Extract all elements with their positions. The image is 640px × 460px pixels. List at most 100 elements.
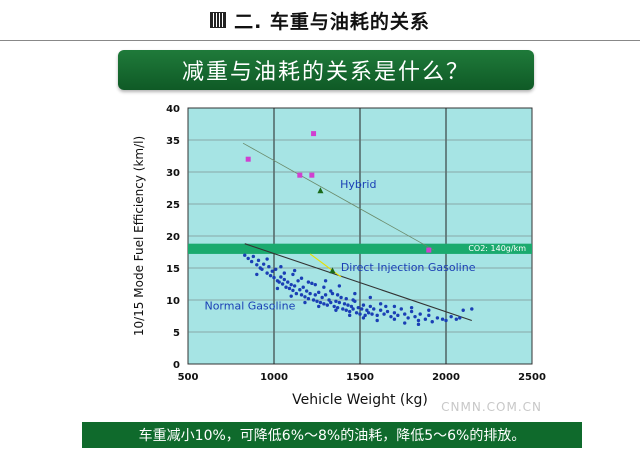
normal-gasoline-point — [275, 286, 280, 291]
normal-gasoline-point — [403, 321, 407, 325]
normal-gasoline-point — [286, 280, 290, 284]
x-tick-labels: 500 1000 1500 2000 2500 — [178, 372, 546, 383]
normal-gasoline-point — [392, 317, 397, 321]
normal-gasoline-point — [339, 295, 343, 300]
normal-gasoline-point — [261, 262, 266, 266]
normal-gasoline-point — [315, 299, 319, 303]
normal-gasoline-point — [389, 314, 393, 319]
normal-gasoline-point — [461, 308, 465, 312]
normal-gasoline-point — [361, 316, 366, 320]
normal-gasoline-point — [311, 298, 316, 302]
normal-gasoline-point — [361, 303, 366, 307]
hybrid-trend — [242, 142, 435, 251]
normal-gasoline-point — [308, 291, 312, 296]
normal-gasoline-point — [347, 313, 352, 318]
normal-gasoline-point — [409, 305, 414, 310]
caption-bar: 车重减小10%，可降低6%～8%的油耗，降低5～6%的排放。 — [82, 422, 582, 448]
normal-gasoline-point — [265, 271, 269, 275]
normal-gasoline-point — [337, 284, 342, 288]
normal-gasoline-point — [349, 304, 354, 309]
normal-gasoline-point — [337, 300, 342, 305]
normal-gasoline-point — [313, 293, 317, 297]
normal-gasoline-point — [360, 307, 364, 311]
normal-gasoline-point — [317, 304, 321, 309]
normal-gasoline-point — [282, 277, 287, 282]
normal-gasoline-point — [346, 303, 350, 307]
normal-gasoline-point — [270, 269, 274, 273]
x-axis-label: Vehicle Weight (kg) — [292, 392, 428, 408]
y-tick-label: 35 — [166, 136, 180, 147]
annotation-label: Direct Injection Gasoline — [341, 261, 476, 274]
normal-gasoline-point — [303, 300, 307, 305]
normal-gasoline-point — [423, 317, 428, 321]
x-tick-label: 2000 — [432, 372, 460, 383]
normal-gasoline-point — [272, 275, 276, 280]
y-tick-label: 15 — [166, 264, 180, 275]
normal-gasoline-point — [368, 295, 373, 300]
normal-gasoline-point — [335, 305, 340, 310]
normal-gasoline-point — [366, 311, 371, 315]
normal-gasoline-point — [274, 267, 278, 271]
site-watermark: CNMN.COM.CN — [441, 400, 542, 414]
normal-gasoline-point — [246, 256, 250, 261]
normal-gasoline-point — [294, 291, 299, 296]
normal-gasoline-point — [409, 309, 414, 314]
triangle-point — [329, 267, 336, 274]
normal-gasoline-point — [444, 318, 448, 323]
normal-gasoline-point — [382, 312, 386, 316]
y-axis-label: 10/15 Mode Fuel Efficiency (km/l) — [132, 136, 146, 336]
annotations: Hybrid Direct Injection Gasoline Normal Ga… — [204, 178, 475, 313]
normal-gasoline-point — [430, 320, 434, 324]
normal-gasoline-point — [313, 282, 317, 287]
normal-gasoline-point — [323, 293, 328, 297]
normal-gasoline-point — [292, 268, 297, 273]
x-tick-label: 2500 — [518, 372, 546, 383]
normal-gasoline-point — [329, 289, 333, 293]
normal-gasoline-point — [351, 307, 355, 311]
normal-gasoline-point — [329, 300, 333, 305]
normal-gasoline-point — [375, 313, 379, 318]
normal-gasoline-point — [384, 304, 388, 309]
y-tick-label: 20 — [166, 232, 180, 243]
normal-gasoline-point — [279, 265, 283, 269]
normal-gasoline-point — [358, 312, 362, 316]
normal-gasoline-point — [291, 272, 295, 277]
normal-gasoline-point — [255, 272, 259, 277]
normal-gasoline-point — [287, 286, 292, 291]
normal-gasoline-point — [255, 263, 259, 267]
normal-gasoline-point — [260, 267, 264, 271]
normal-gasoline-point — [458, 316, 462, 320]
hybrid-point — [245, 156, 251, 162]
normal-gasoline-point — [327, 298, 331, 302]
normal-gasoline-point — [289, 282, 293, 287]
annotation-label: Hybrid — [340, 178, 376, 191]
normal-gasoline-point — [347, 309, 352, 314]
normal-gasoline-point — [449, 314, 453, 319]
normal-gasoline-point — [291, 288, 295, 293]
normal-gasoline-point — [378, 308, 383, 312]
header-divider — [0, 40, 640, 41]
hybrid-point — [309, 172, 315, 178]
y-tick-label: 30 — [166, 168, 180, 179]
annotation-label: Normal Gasoline — [204, 300, 295, 313]
normal-gasoline-point — [251, 254, 256, 259]
y-tick-label: 5 — [173, 328, 180, 339]
fuel-efficiency-chart: CO2: 140g/km Hybrid Direct Injection Gaso… — [132, 104, 546, 408]
hybrid-point — [297, 172, 303, 178]
normal-gasoline-point — [280, 282, 285, 286]
normal-gasoline-point — [310, 281, 314, 286]
normal-gasoline-point — [427, 308, 431, 312]
question-banner: 减重与油耗的关系是什么？ — [118, 50, 534, 90]
hybrid-point — [311, 131, 317, 137]
normal-gasoline-point — [289, 294, 293, 298]
normal-gasoline-point — [279, 275, 283, 279]
normal-gasoline-point — [370, 312, 374, 316]
normal-gasoline-point — [299, 276, 304, 280]
normal-gasoline-point — [299, 293, 304, 297]
normal-gasoline-point — [249, 259, 254, 264]
normal-gasoline-point — [334, 308, 338, 312]
chart-container: CO2: 140g/km Hybrid Direct Injection Gaso… — [0, 96, 640, 418]
co2-band-label: CO2: 140g/km — [468, 244, 526, 253]
normal-gasoline-point — [344, 308, 348, 312]
normal-gasoline-point — [306, 280, 311, 284]
